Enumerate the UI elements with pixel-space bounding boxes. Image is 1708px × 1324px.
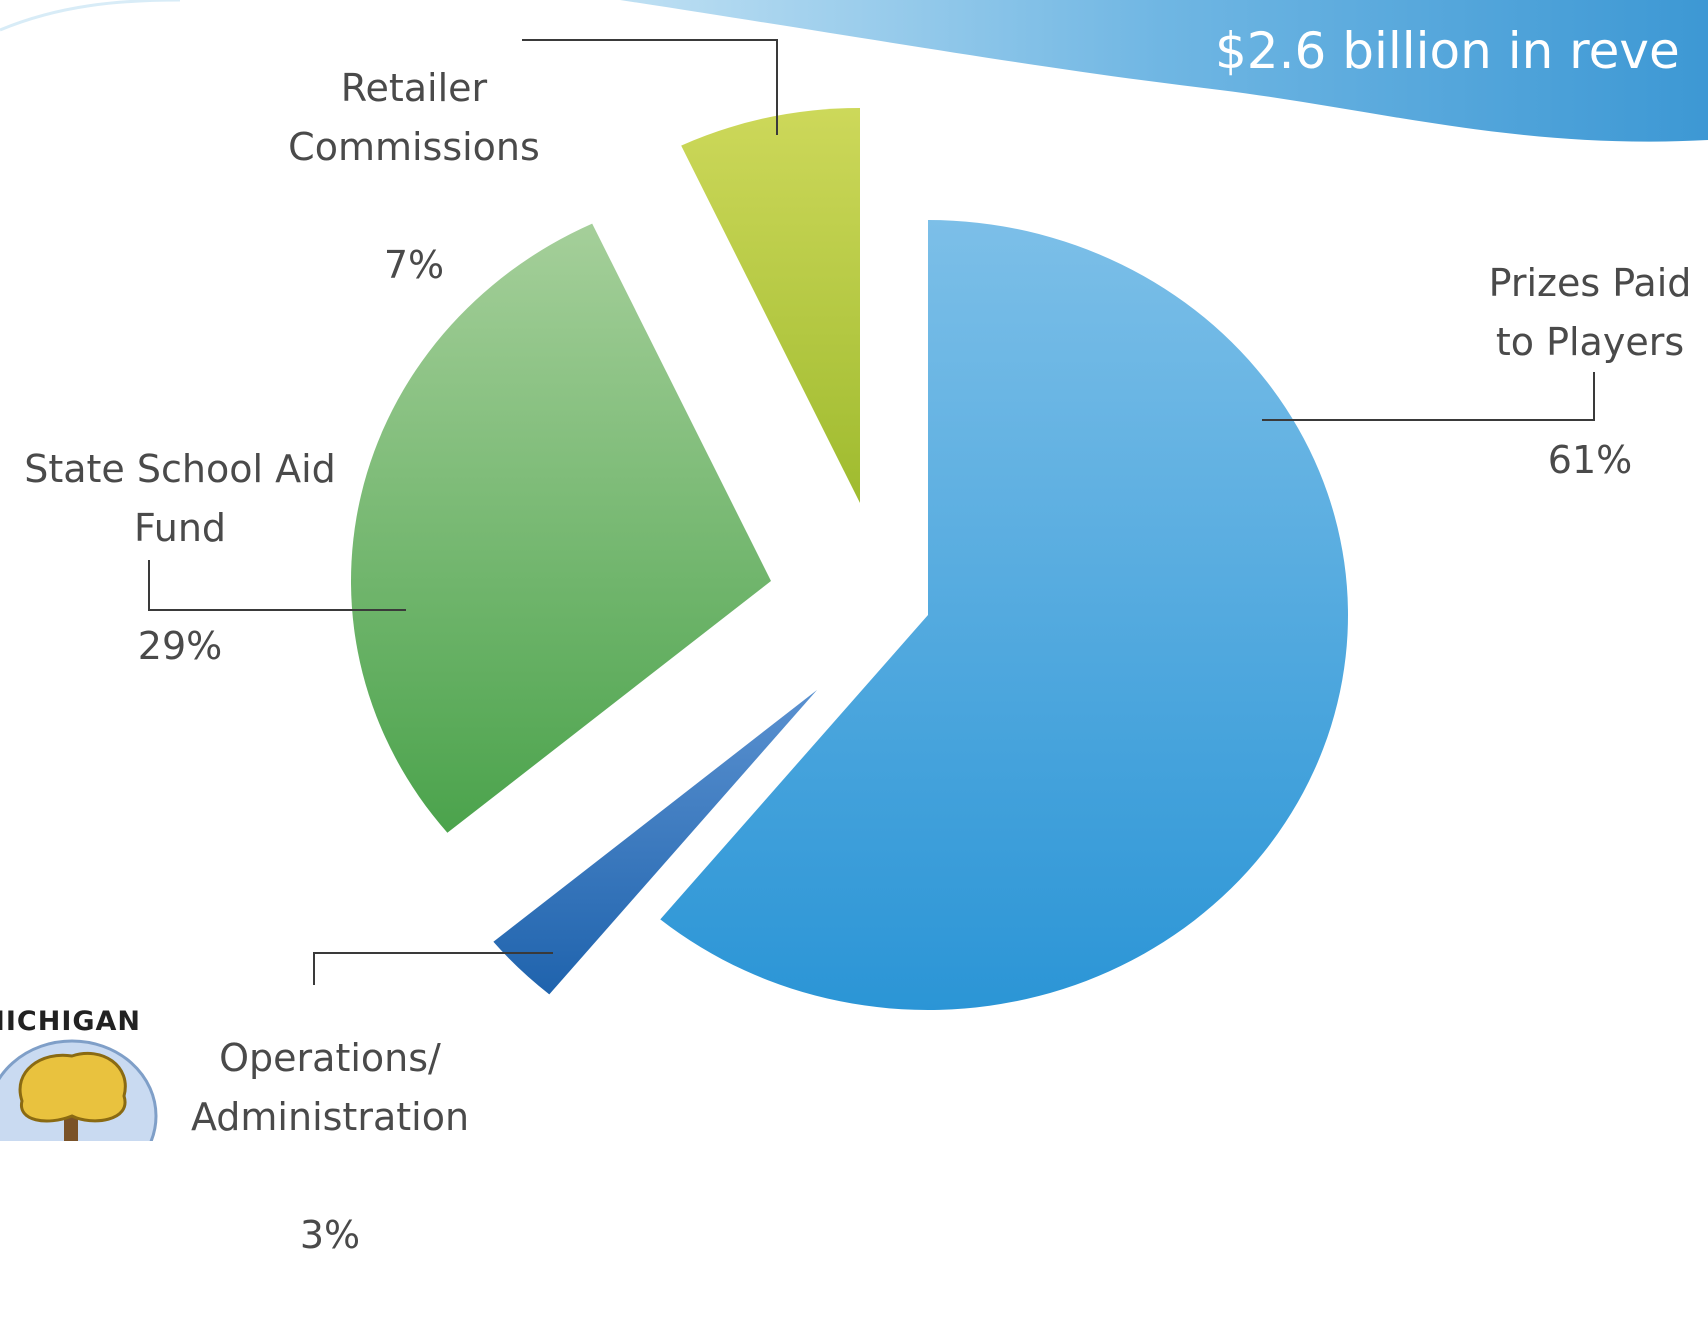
- leader-line-school-aid: [148, 560, 406, 611]
- pie-slice-retailer: [681, 108, 860, 503]
- leader-line-prizes: [1262, 372, 1595, 421]
- slice-value-operations: 3%: [299, 1213, 361, 1257]
- slice-value-prizes: 61%: [1547, 438, 1633, 482]
- slice-name-retailer: Retailer Commissions: [288, 66, 540, 169]
- logo-text: MICHIGAN: [0, 1006, 142, 1037]
- header-banner: [620, 0, 1708, 142]
- slice-name-prizes: Prizes Paid to Players: [1488, 261, 1692, 364]
- pie-chart: [0, 0, 1708, 1010]
- slice-label-retailer: Retailer Commissions 7%: [264, 0, 564, 354]
- leader-line-retailer: [522, 39, 778, 135]
- tree-icon: [0, 1039, 158, 1141]
- slice-value-school-aid: 29%: [137, 624, 223, 668]
- slice-label-school-aid: State School Aid Fund 29%: [0, 381, 360, 735]
- chart-canvas: $2.6 billion in reve Prizes Paid to Play…: [0, 0, 1708, 1257]
- leader-line-operations: [313, 952, 553, 985]
- slice-name-school-aid: State School Aid Fund: [24, 447, 336, 550]
- header-banner-edge: [0, 0, 181, 32]
- slice-label-operations: Operations/ Administration 3%: [160, 970, 500, 1324]
- slice-value-retailer: 7%: [383, 243, 445, 287]
- chart-subtitle: $2.6 billion in reve: [1215, 22, 1680, 80]
- pie-slice-prizes: [660, 220, 1348, 1010]
- slice-name-operations: Operations/ Administration: [190, 1036, 470, 1139]
- pie-slice-school-aid: [351, 223, 771, 833]
- pie-slice-operations: [493, 690, 817, 995]
- slice-label-prizes: Prizes Paid to Players 61%: [1450, 195, 1708, 549]
